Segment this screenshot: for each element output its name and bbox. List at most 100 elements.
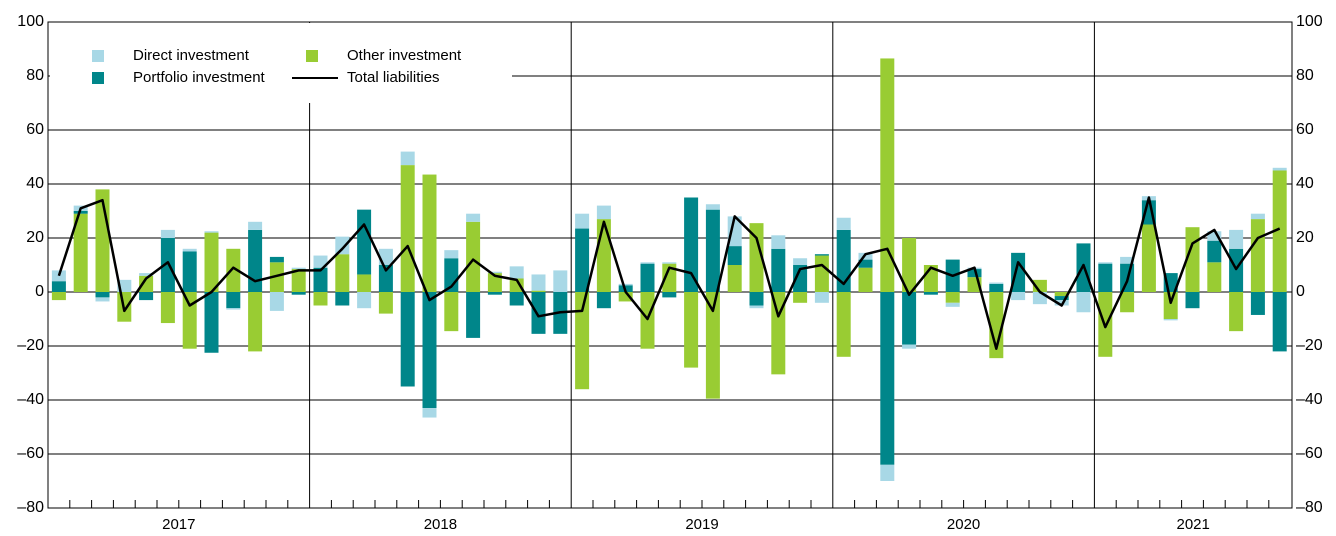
bar-segment xyxy=(1076,292,1091,313)
y-tick-label: –20 xyxy=(17,337,44,354)
y2-tick-label: –80 xyxy=(1296,499,1323,516)
bar-segment xyxy=(749,223,764,292)
bar-segment xyxy=(575,213,590,229)
bar-segment xyxy=(1207,231,1222,241)
bar-segment xyxy=(248,221,263,230)
bar-segment xyxy=(1207,262,1222,292)
bar-segment xyxy=(1120,256,1135,264)
bar-segment xyxy=(422,292,437,409)
bar-segment xyxy=(902,344,917,349)
bar-segment xyxy=(793,292,808,303)
y2-tick-label: 100 xyxy=(1296,13,1323,30)
bar-segment xyxy=(814,292,829,303)
legend-swatch xyxy=(92,50,104,62)
bar-segment xyxy=(400,151,415,166)
bar-segment xyxy=(749,305,764,309)
bar-segment xyxy=(836,217,851,230)
bar-segment xyxy=(596,205,611,220)
bar-segment xyxy=(618,292,633,302)
bar-segment xyxy=(400,292,415,387)
bar-segment xyxy=(662,262,677,264)
bar-segment xyxy=(814,255,829,292)
bar-segment xyxy=(989,292,1004,359)
y-tick-label: –60 xyxy=(17,445,44,462)
bar-segment xyxy=(727,216,742,247)
y-tick-label: –40 xyxy=(17,391,44,408)
y2-tick-label: 80 xyxy=(1296,67,1314,84)
bar-segment xyxy=(858,259,873,268)
bar-segment xyxy=(858,267,873,292)
bar-segment xyxy=(335,236,350,255)
bar-segment xyxy=(1054,300,1069,306)
bar-segment xyxy=(248,229,263,292)
bar-segment xyxy=(1185,292,1200,309)
bar-segment xyxy=(182,251,197,292)
bar-segment xyxy=(95,292,110,298)
bar-segment xyxy=(1229,229,1244,249)
legend-label: Direct investment xyxy=(133,47,250,64)
bar-segment xyxy=(727,265,742,292)
bar-segment xyxy=(640,263,655,292)
x-tick-label: 2019 xyxy=(685,516,718,533)
bar-segment xyxy=(422,408,437,418)
bar-segment xyxy=(487,292,502,295)
bar-segment xyxy=(95,297,110,302)
bar-segment xyxy=(771,235,786,249)
y2-tick-label: 40 xyxy=(1296,175,1314,192)
bar-segment xyxy=(1272,292,1287,352)
bar-segment xyxy=(226,248,241,292)
bar-segment xyxy=(1250,292,1265,315)
bar-segment xyxy=(1185,227,1200,292)
bar-segment xyxy=(269,292,284,311)
bar-segment xyxy=(400,165,415,292)
bar-segment xyxy=(705,204,720,210)
bar-segment xyxy=(575,228,590,292)
bar-segment xyxy=(945,292,960,303)
bar-segment xyxy=(531,274,546,291)
bar-segment xyxy=(596,292,611,309)
plot-frame xyxy=(47,21,1293,509)
x-tick-label: 2020 xyxy=(947,516,980,533)
bar-segment xyxy=(313,292,328,306)
x-tick-label: 2021 xyxy=(1177,516,1210,533)
bar-segment xyxy=(291,269,306,292)
legend-swatch xyxy=(92,72,104,84)
bar-segment xyxy=(902,292,917,345)
bar-segment xyxy=(1098,262,1113,264)
bar-segment xyxy=(1250,219,1265,292)
bar-segment xyxy=(1054,292,1069,297)
bar-segment xyxy=(357,274,372,292)
bar-segment xyxy=(51,292,66,301)
legend-label: Other investment xyxy=(347,47,462,64)
y2-tick-label: –40 xyxy=(1296,391,1323,408)
bar-segment xyxy=(466,221,481,292)
bar-segment xyxy=(182,248,197,252)
bar-segment xyxy=(1163,292,1178,319)
bar-segment xyxy=(771,248,786,292)
bar-segment xyxy=(1229,248,1244,292)
bar-segment xyxy=(1163,319,1178,321)
bar-segment xyxy=(1120,292,1135,313)
bar-segment xyxy=(248,292,263,352)
bar-segment xyxy=(902,238,917,292)
bar-segment xyxy=(618,283,633,286)
bar-segment xyxy=(1011,292,1026,301)
bar-segment xyxy=(160,229,175,238)
bar-segment xyxy=(640,262,655,264)
bar-segment xyxy=(553,270,568,292)
bar-segment xyxy=(466,213,481,222)
bar-segment xyxy=(269,262,284,292)
y-tick-label: 40 xyxy=(26,175,44,192)
y2-tick-label: 0 xyxy=(1296,283,1305,300)
bar-segment xyxy=(793,265,808,292)
bar-segment xyxy=(531,292,546,334)
bar-segment xyxy=(313,267,328,292)
bar-segment xyxy=(793,258,808,265)
bar-segment xyxy=(487,271,502,274)
y-tick-label: 100 xyxy=(17,13,44,30)
bar-segment xyxy=(771,292,786,375)
x-tick-label: 2017 xyxy=(162,516,195,533)
bar-segment xyxy=(880,464,895,481)
bar-segment xyxy=(422,174,437,292)
